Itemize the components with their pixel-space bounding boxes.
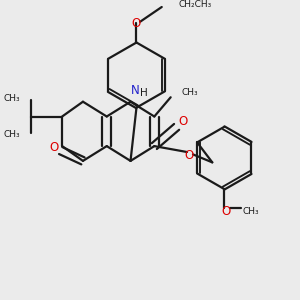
Text: O: O — [184, 149, 193, 162]
Text: CH₃: CH₃ — [181, 88, 198, 97]
Text: O: O — [132, 17, 141, 30]
Text: O: O — [221, 205, 230, 218]
Text: O: O — [178, 115, 187, 128]
Text: CH₃: CH₃ — [243, 207, 259, 216]
Text: H: H — [140, 88, 148, 98]
Text: CH₂CH₃: CH₂CH₃ — [178, 0, 211, 9]
Text: CH₃: CH₃ — [4, 130, 20, 139]
Text: CH₃: CH₃ — [4, 94, 20, 103]
Text: O: O — [50, 141, 59, 154]
Text: N: N — [130, 84, 140, 97]
